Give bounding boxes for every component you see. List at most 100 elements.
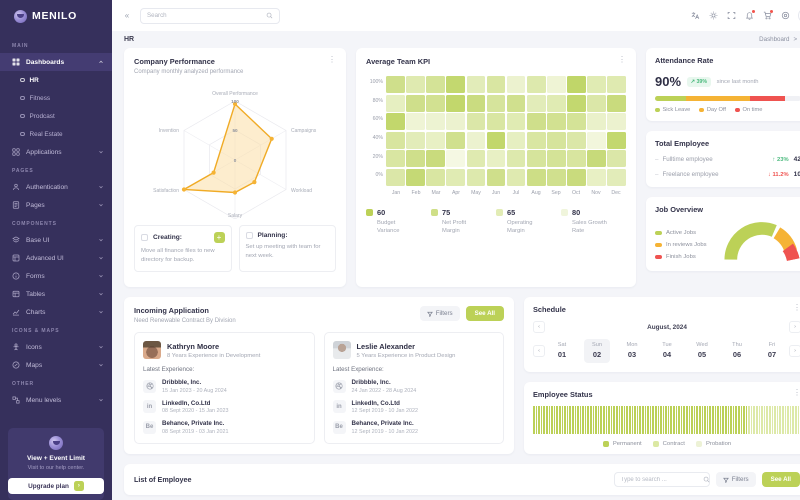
employee-search-box[interactable]: [613, 472, 710, 487]
heatmap-cell[interactable]: [486, 113, 506, 130]
search-box[interactable]: [140, 7, 280, 24]
sidebar-item-applications[interactable]: Applications: [0, 143, 112, 161]
heatmap-cell[interactable]: [547, 113, 566, 130]
heatmap-cell[interactable]: [607, 131, 626, 149]
heatmap-cell[interactable]: [386, 168, 405, 186]
heatmap-cell[interactable]: [426, 76, 445, 93]
day-cell[interactable]: Mon 03: [619, 339, 645, 363]
heatmap-cell[interactable]: [406, 150, 425, 167]
heatmap-cell[interactable]: [526, 76, 546, 93]
candidate-card[interactable]: Leslie Alexander 5 Years Experience in P…: [323, 332, 504, 444]
heatmap-cell[interactable]: [386, 131, 405, 149]
heatmap-cell[interactable]: [466, 76, 486, 93]
heatmap-cell[interactable]: [446, 94, 465, 112]
heatmap-cell[interactable]: [406, 76, 425, 93]
heatmap-cell[interactable]: [607, 150, 626, 167]
task-item[interactable]: Planning: Set up meeting with team for n…: [238, 225, 336, 273]
heatmap-cell[interactable]: [567, 94, 586, 112]
heatmap-cell[interactable]: [466, 150, 486, 167]
sidebar-item-maps[interactable]: Maps: [0, 356, 112, 374]
sidebar-item-menu-levels[interactable]: Menu levels: [0, 391, 112, 409]
heatmap-cell[interactable]: [486, 168, 506, 186]
heatmap-cell[interactable]: [506, 150, 526, 167]
day-cell[interactable]: Tue 04: [654, 339, 680, 363]
heatmap-cell[interactable]: [506, 131, 526, 149]
heatmap-cell[interactable]: [547, 131, 566, 149]
heatmap-cell[interactable]: [607, 76, 626, 93]
sidebar-item-tables[interactable]: Tables: [0, 285, 112, 303]
heatmap-cell[interactable]: [526, 168, 546, 186]
see-all-button[interactable]: See All: [465, 306, 504, 321]
sidebar-item-advanced-ui[interactable]: Advanced UI: [0, 249, 112, 267]
sidebar-item-prodcast[interactable]: Prodcast: [0, 107, 112, 125]
more-options-icon[interactable]: ⋮: [793, 303, 800, 312]
heatmap-cell[interactable]: [587, 131, 606, 149]
heatmap-cell[interactable]: [426, 131, 445, 149]
prev-month-button[interactable]: ‹: [533, 321, 545, 333]
heatmap-cell[interactable]: [406, 131, 425, 149]
gear-icon[interactable]: [781, 11, 790, 20]
heatmap-cell[interactable]: [526, 131, 546, 149]
fullscreen-icon[interactable]: [727, 11, 736, 20]
sidebar-item-hr[interactable]: HR: [0, 71, 112, 89]
heatmap-cell[interactable]: [506, 94, 526, 112]
sidebar-item-dashboards[interactable]: Dashboards: [0, 53, 112, 71]
task-checkbox[interactable]: [245, 232, 253, 239]
heatmap-cell[interactable]: [426, 168, 445, 186]
prev-week-button[interactable]: ‹: [533, 345, 545, 357]
day-cell[interactable]: Sun 02: [584, 339, 610, 363]
heatmap-cell[interactable]: [426, 94, 445, 112]
heatmap-cell[interactable]: [486, 150, 506, 167]
heatmap-cell[interactable]: [547, 94, 566, 112]
heatmap-cell[interactable]: [567, 76, 586, 93]
heatmap-cell[interactable]: [426, 113, 445, 130]
heatmap-cell[interactable]: [526, 94, 546, 112]
bell-icon[interactable]: [745, 10, 755, 20]
heatmap-cell[interactable]: [406, 113, 425, 130]
heatmap-cell[interactable]: [506, 76, 526, 93]
heatmap-cell[interactable]: [426, 150, 445, 167]
heatmap-cell[interactable]: [446, 150, 465, 167]
heatmap-cell[interactable]: [486, 94, 506, 112]
day-cell[interactable]: Fri 07: [759, 339, 785, 363]
heatmap-cell[interactable]: [607, 94, 626, 112]
sidebar-item-authentication[interactable]: Authentication: [0, 178, 112, 196]
heatmap-cell[interactable]: [386, 113, 405, 130]
heatmap-cell[interactable]: [506, 113, 526, 130]
heatmap-cell[interactable]: [547, 150, 566, 167]
heatmap-cell[interactable]: [547, 76, 566, 93]
day-cell[interactable]: Sat 01: [549, 339, 575, 363]
heatmap-cell[interactable]: [446, 113, 465, 130]
more-options-icon[interactable]: ⋮: [618, 55, 626, 64]
heatmap-cell[interactable]: [386, 76, 405, 93]
heatmap-cell[interactable]: [486, 76, 506, 93]
see-all-button[interactable]: See All: [761, 472, 800, 487]
sidebar-item-real-estate[interactable]: Real Estate: [0, 125, 112, 143]
language-icon[interactable]: [691, 11, 700, 20]
heatmap-cell[interactable]: [567, 113, 586, 130]
collapse-sidebar-icon[interactable]: «: [124, 11, 130, 20]
heatmap-cell[interactable]: [587, 113, 606, 130]
breadcrumb-parent[interactable]: Dashboard: [759, 36, 790, 43]
heatmap-cell[interactable]: [406, 168, 425, 186]
heatmap-cell[interactable]: [607, 113, 626, 130]
heatmap-cell[interactable]: [466, 113, 486, 130]
heatmap-cell[interactable]: [466, 168, 486, 186]
heatmap-cell[interactable]: [607, 168, 626, 186]
brand[interactable]: MENILO: [0, 0, 112, 32]
heatmap-cell[interactable]: [506, 168, 526, 186]
heatmap-cell[interactable]: [526, 113, 546, 130]
search-input[interactable]: [147, 12, 262, 19]
heatmap-cell[interactable]: [567, 150, 586, 167]
brightness-icon[interactable]: [709, 11, 718, 20]
heatmap-cell[interactable]: [386, 150, 405, 167]
add-task-button[interactable]: +: [213, 232, 225, 243]
heatmap-cell[interactable]: [406, 94, 425, 112]
heatmap-cell[interactable]: [587, 168, 606, 186]
heatmap-cell[interactable]: [567, 168, 586, 186]
upgrade-plan-button[interactable]: Upgrade plan ›: [8, 478, 104, 494]
next-month-button[interactable]: ›: [789, 321, 800, 333]
sidebar-item-fitness[interactable]: Fitness: [0, 89, 112, 107]
heatmap-cell[interactable]: [587, 150, 606, 167]
task-item[interactable]: Creating: + Move all finance files to ne…: [134, 225, 232, 273]
